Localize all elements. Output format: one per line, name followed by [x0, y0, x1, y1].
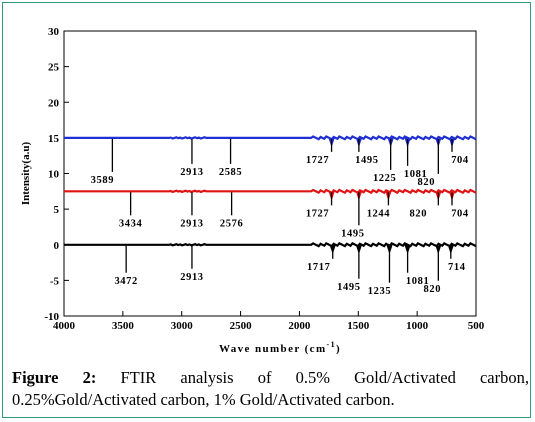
y-tick-label: -10: [44, 311, 59, 323]
peak-label: 1081: [404, 169, 427, 180]
peak-label: 1235: [368, 286, 391, 297]
spectrum-line-0: [64, 135, 477, 148]
x-tick-label: 4000: [53, 320, 76, 332]
x-tick-label: 1500: [347, 320, 370, 332]
peak-label: 1717: [307, 262, 330, 273]
peak-label: 714: [448, 262, 466, 273]
peak-label: 1727: [306, 208, 329, 219]
y-tick-label: 25: [48, 62, 60, 74]
peak-label: 2576: [220, 218, 243, 229]
peak-label: 820: [418, 177, 436, 188]
peak-label: 1225: [373, 173, 396, 184]
peak-label: 2913: [180, 218, 203, 229]
peak-label: 704: [451, 155, 469, 166]
y-tick-label: 15: [48, 133, 60, 145]
x-tick-label: 500: [468, 320, 485, 332]
peak-label: 2913: [180, 167, 203, 178]
peak-label: 1244: [367, 208, 391, 219]
peak-label: 3472: [114, 276, 137, 287]
x-tick-label: 2000: [288, 320, 311, 332]
x-axis-title: Wave number (cm-1): [219, 340, 341, 355]
peak-label: 3589: [91, 175, 114, 186]
y-tick-label: 5: [54, 204, 60, 216]
peak-label: 820: [410, 208, 428, 219]
x-tick-label: 1000: [406, 320, 429, 332]
y-tick-label: 20: [48, 97, 60, 109]
peak-label: 1495: [341, 228, 364, 239]
y-axis-title: Intensity(a.u): [20, 142, 32, 206]
x-tick-label: 3000: [171, 320, 194, 332]
x-tick-label: 3500: [112, 320, 135, 332]
peak-label: 1081: [406, 276, 429, 287]
peak-label: 1727: [306, 155, 329, 166]
peak-label: 2585: [219, 167, 242, 178]
spectrum-line-1: [64, 188, 477, 201]
y-tick-label: 0: [54, 240, 60, 252]
y-tick-label: 30: [48, 26, 60, 38]
peak-label: 3434: [119, 218, 143, 229]
peak-label: 1495: [337, 282, 360, 293]
peak-label: 820: [424, 284, 442, 295]
caption-label: Figure 2:: [12, 368, 97, 387]
y-tick-label: 10: [48, 169, 60, 181]
peak-label: 1495: [355, 155, 378, 166]
x-tick-label: 2500: [230, 320, 253, 332]
peak-label: 704: [451, 208, 469, 219]
caption-text: FTIR analysis of 0.5% Gold/Activated car…: [12, 368, 529, 409]
peak-label: 2913: [180, 272, 203, 283]
ftir-chart: -10 -5 0 5 10 15 20 25 30 4000 3500 3000 2500 2000 150…: [20, 26, 485, 355]
y-tick-label: -5: [50, 275, 60, 287]
figure-caption: Figure 2: FTIR analysis of 0.5% Gold/Act…: [12, 367, 529, 411]
figure-frame: -10 -5 0 5 10 15 20 25 30 4000 3500 3000 2500 2000 150…: [2, 2, 531, 418]
